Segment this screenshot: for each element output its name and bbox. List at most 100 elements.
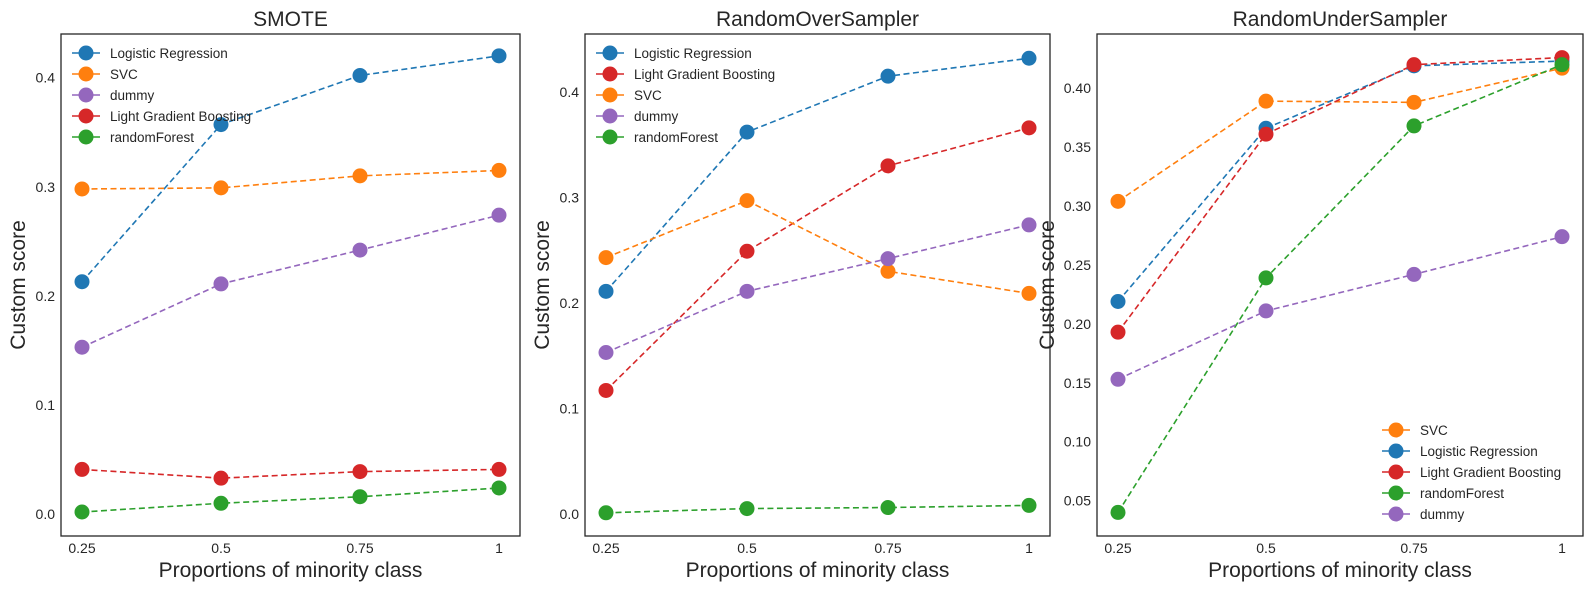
data-point — [598, 344, 614, 360]
legend-marker — [602, 129, 618, 145]
legend-marker — [1388, 443, 1404, 459]
data-point — [739, 501, 755, 517]
legend-marker — [78, 87, 94, 103]
data-point — [1406, 94, 1422, 110]
y-tick-label: 0.1 — [560, 400, 580, 416]
y-tick-label: 0.0 — [36, 506, 56, 522]
series-line-randomforest — [605, 504, 1030, 514]
y-tick-label: 0.3 — [36, 179, 56, 195]
x-tick-label: 1 — [1025, 540, 1033, 556]
x-axis-label: Proportions of minority class — [1208, 559, 1472, 582]
axes-frame — [60, 33, 521, 537]
data-point — [74, 504, 90, 520]
series-line-light-gradient-boosting — [605, 127, 1030, 392]
legend-marker — [1388, 422, 1404, 438]
data-point — [1110, 324, 1126, 340]
data-point — [1258, 270, 1274, 286]
x-tick-label: 0.5 — [1256, 540, 1276, 556]
chart-title: SMOTE — [253, 8, 328, 31]
legend: SVC Logistic Regression Light Gradient Boo… — [1382, 422, 1561, 522]
data-point — [1258, 126, 1274, 142]
data-point — [880, 263, 896, 279]
data-point — [491, 207, 507, 223]
data-point — [880, 158, 896, 174]
data-point — [598, 382, 614, 398]
legend-label: randomForest — [634, 130, 718, 145]
data-point — [1258, 303, 1274, 319]
data-point — [1110, 193, 1126, 209]
data-point — [213, 495, 229, 511]
x-tick-label: 0.5 — [737, 540, 757, 556]
y-tick-label: 0.4 — [36, 70, 56, 86]
y-tick-label: 0.4 — [560, 84, 580, 100]
data-point — [739, 283, 755, 299]
y-axis-label: Custom score — [531, 220, 554, 350]
series-line-dummy — [1117, 235, 1563, 380]
series-group — [1110, 50, 1570, 520]
data-point — [74, 461, 90, 477]
legend-marker — [602, 66, 618, 82]
series-line-light-gradient-boosting — [1117, 56, 1563, 333]
axes-frame — [1096, 33, 1584, 537]
y-tick-label: 0.3 — [560, 189, 580, 205]
x-tick-label: 0.25 — [592, 540, 619, 556]
data-point — [1554, 229, 1570, 245]
data-point — [1406, 57, 1422, 73]
chart-panel-1: SMOTE 0.25 0.5 0.75 1 0.0 0.1 0.2 0.3 0.4 Proporti… — [7, 8, 521, 582]
y-tick-label: 0.2 — [560, 295, 580, 311]
data-point — [1110, 293, 1126, 309]
data-point — [739, 124, 755, 140]
x-tick-label: 0.75 — [346, 540, 373, 556]
data-point — [1021, 285, 1037, 301]
legend-marker — [78, 129, 94, 145]
legend-label: Light Gradient Boosting — [110, 109, 251, 124]
legend: Logistic Regression SVC dummy Light Gradien… — [72, 45, 251, 145]
legend-marker — [602, 87, 618, 103]
data-point — [74, 339, 90, 355]
data-point — [1021, 50, 1037, 66]
legend-marker — [78, 45, 94, 61]
legend-label: Logistic Regression — [634, 46, 752, 61]
y-tick-label: 0.15 — [1064, 375, 1091, 391]
series-line-light-gradient-boosting — [81, 468, 500, 479]
series-line-dummy — [605, 224, 1030, 354]
series-group — [598, 50, 1037, 521]
data-point — [352, 168, 368, 184]
legend-label: Light Gradient Boosting — [634, 67, 775, 82]
legend-marker — [78, 66, 94, 82]
x-axis-label: Proportions of minority class — [686, 559, 950, 582]
data-point — [213, 276, 229, 292]
data-point — [598, 505, 614, 521]
axes-frame — [584, 33, 1051, 537]
data-point — [739, 243, 755, 259]
y-tick-label: 0.10 — [1064, 434, 1091, 450]
series-line-randomforest — [1117, 63, 1563, 513]
data-point — [491, 480, 507, 496]
y-tick-label: 0.40 — [1064, 80, 1091, 96]
x-tick-label: 0.25 — [1104, 540, 1131, 556]
y-tick-label: 0.30 — [1064, 198, 1091, 214]
legend-label: SVC — [634, 88, 662, 103]
chart-panel-3: RandomUnderSampler 0.25 0.5 0.75 1 0.05 0.10 0.… — [1036, 8, 1584, 582]
legend: Logistic Regression Light Gradient Boosti… — [596, 45, 775, 145]
legend-marker — [602, 108, 618, 124]
series-line-logistic-regression — [81, 55, 500, 283]
data-point — [352, 67, 368, 83]
series-line-dummy — [81, 214, 500, 348]
x-tick-label: 0.25 — [68, 540, 95, 556]
legend-marker — [1388, 464, 1404, 480]
series-line-svc — [81, 169, 500, 190]
data-point — [880, 500, 896, 516]
legend-label: Light Gradient Boosting — [1420, 465, 1561, 480]
data-point — [1021, 120, 1037, 136]
data-point — [1554, 57, 1570, 73]
legend-label: dummy — [634, 109, 679, 124]
data-point — [491, 48, 507, 64]
legend-label: dummy — [1420, 507, 1465, 522]
data-point — [1110, 371, 1126, 387]
data-point — [1021, 497, 1037, 513]
data-point — [880, 68, 896, 84]
legend-label: Logistic Regression — [1420, 444, 1538, 459]
legend-label: randomForest — [1420, 486, 1504, 501]
